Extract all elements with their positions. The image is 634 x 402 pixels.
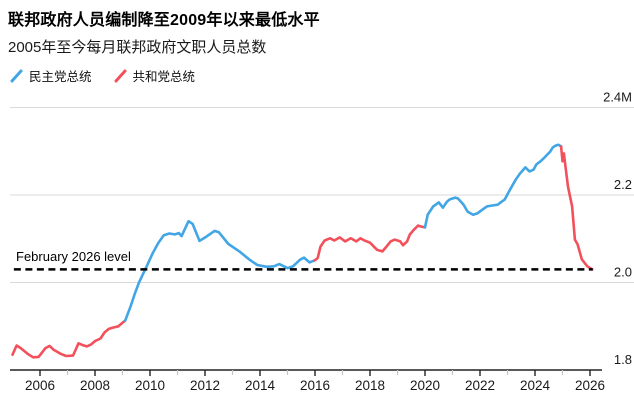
x-tick-label: 2010 xyxy=(135,378,165,393)
x-tick-label: 2026 xyxy=(575,378,605,393)
x-tick-label: 2024 xyxy=(520,378,551,393)
legend-item-democrat: 民主党总统 xyxy=(10,66,92,85)
legend-item-republican: 共和党总统 xyxy=(114,66,196,85)
x-tick-label: 2020 xyxy=(410,378,440,393)
democrat-line-icon xyxy=(10,69,23,82)
y-tick-label: 2.0 xyxy=(614,265,632,280)
legend: 民主党总统 共和党总统 xyxy=(10,66,195,85)
chart-title: 联邦政府人员编制降至2009年以来最低水平 xyxy=(8,12,320,29)
legend-label-republican: 共和党总统 xyxy=(132,70,196,84)
series-line-D xyxy=(123,219,317,322)
legend-label-democrat: 民主党总统 xyxy=(29,70,92,84)
y-tick-label: 2.4M xyxy=(603,90,632,105)
x-tick-label: 2008 xyxy=(80,378,110,393)
x-tick-label: 2018 xyxy=(355,378,385,393)
republican-line-icon xyxy=(114,69,127,82)
chart-subtitle: 2005年至今每月联邦政府文职人员总数 xyxy=(8,39,267,56)
x-tick-label: 2006 xyxy=(25,378,55,393)
x-tick-label: 2014 xyxy=(245,378,276,393)
series-line-R xyxy=(11,319,127,359)
y-tick-label: 2.2 xyxy=(614,177,632,192)
x-tick-label: 2022 xyxy=(465,378,495,393)
series-line-R xyxy=(313,224,427,262)
x-tick-label: 2012 xyxy=(190,378,220,393)
y-tick-label: 1.8 xyxy=(614,352,632,367)
x-tick-label: 2016 xyxy=(300,378,330,393)
annotation-label: February 2026 level xyxy=(16,249,131,264)
series-line-R xyxy=(559,145,594,271)
series-line-D xyxy=(423,143,563,229)
